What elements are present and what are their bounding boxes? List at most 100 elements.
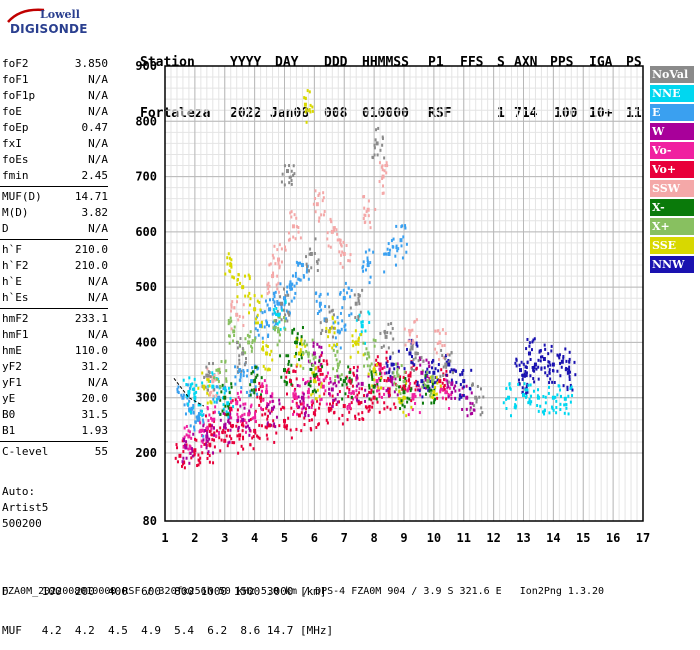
echo-texture [316, 375, 319, 379]
echo-texture [303, 423, 306, 427]
echo-texture [285, 380, 288, 384]
echo-point-w [360, 381, 364, 386]
echo-texture [415, 334, 418, 338]
echo-texture [476, 384, 479, 388]
echo-texture [274, 290, 277, 294]
echo-point-w [450, 381, 454, 386]
echo-texture [233, 306, 236, 310]
echo-texture [454, 384, 457, 388]
echo-texture [441, 344, 444, 348]
echo-texture [244, 351, 247, 355]
echo-texture [355, 389, 358, 393]
echo-texture [409, 348, 412, 352]
echo-texture [357, 342, 360, 346]
echo-texture [277, 290, 280, 294]
echo-texture [428, 370, 431, 374]
echo-texture [246, 333, 249, 337]
echo-texture [317, 365, 320, 369]
echo-texture [381, 191, 384, 195]
echo-texture [409, 389, 412, 393]
echo-texture [385, 350, 388, 354]
echo-texture [391, 327, 394, 331]
echo-texture [370, 388, 373, 392]
echo-texture [264, 367, 267, 371]
echo-point-nnw [527, 351, 531, 356]
echo-texture [330, 219, 333, 223]
echo-point-e [342, 296, 346, 301]
echo-texture [526, 390, 529, 394]
echo-texture [226, 262, 229, 266]
echo-texture [528, 400, 531, 404]
echo-point-e [190, 406, 194, 411]
echo-point-noval [241, 351, 245, 356]
echo-point-x- [253, 379, 257, 384]
echo-point-vo- [238, 433, 242, 438]
echo-texture [345, 244, 348, 248]
echo-texture [236, 419, 239, 423]
echo-texture [223, 425, 226, 429]
echo-texture [288, 283, 291, 287]
echo-texture [227, 441, 230, 445]
echo-texture [338, 238, 341, 242]
echo-texture [316, 388, 319, 392]
echo-texture [370, 372, 373, 376]
echo-texture [383, 329, 386, 333]
echo-texture [295, 260, 298, 264]
echo-texture [385, 252, 388, 256]
echo-texture [206, 391, 209, 395]
echo-texture [307, 359, 310, 363]
echo-texture [307, 387, 310, 391]
echo-texture [510, 414, 513, 418]
echo-texture [230, 309, 233, 313]
auto-artist-version: Artist5 [2, 501, 49, 514]
param-value: 14.71 [74, 190, 108, 203]
echo-texture [239, 419, 242, 423]
echo-texture [278, 402, 281, 406]
echo-texture [395, 387, 398, 391]
echo-texture [337, 400, 340, 404]
echo-texture [283, 164, 286, 168]
echo-texture [177, 391, 180, 395]
echo-texture [285, 317, 288, 321]
echo-texture [278, 264, 281, 268]
echo-texture [327, 371, 330, 375]
echo-texture [568, 377, 571, 381]
echo-texture [311, 391, 314, 395]
echo-texture [280, 375, 283, 379]
echo-texture [375, 372, 378, 376]
echo-texture [411, 344, 414, 348]
echo-texture [334, 320, 337, 324]
echo-texture [326, 292, 329, 296]
echo-texture [522, 362, 525, 366]
echo-texture [389, 374, 392, 378]
echo-texture [212, 461, 215, 465]
param-name: yE [2, 392, 16, 405]
echo-texture [181, 464, 184, 468]
echo-texture [292, 173, 295, 177]
echo-texture [381, 137, 384, 141]
echo-texture [295, 352, 298, 356]
echo-texture [237, 429, 240, 433]
legend-item-vo-: Vo- [650, 142, 694, 159]
echo-texture [332, 321, 335, 325]
echo-texture [348, 259, 351, 263]
echo-texture [386, 388, 389, 392]
echo-texture [407, 374, 410, 378]
echo-texture [339, 241, 342, 245]
echo-texture [332, 401, 335, 405]
echo-texture [211, 433, 214, 437]
echo-texture [324, 389, 327, 393]
echo-texture [334, 375, 337, 379]
echo-texture [331, 394, 334, 398]
echo-texture [532, 377, 535, 381]
echo-texture [379, 366, 382, 370]
echo-texture [187, 429, 190, 433]
echo-texture [391, 351, 394, 355]
echo-texture [302, 378, 305, 382]
echo-texture [260, 320, 263, 324]
param-row: fxI N/A [0, 136, 112, 152]
echo-texture [571, 394, 574, 398]
echo-texture [294, 392, 297, 396]
echo-texture [346, 418, 349, 422]
echo-texture [396, 370, 399, 374]
